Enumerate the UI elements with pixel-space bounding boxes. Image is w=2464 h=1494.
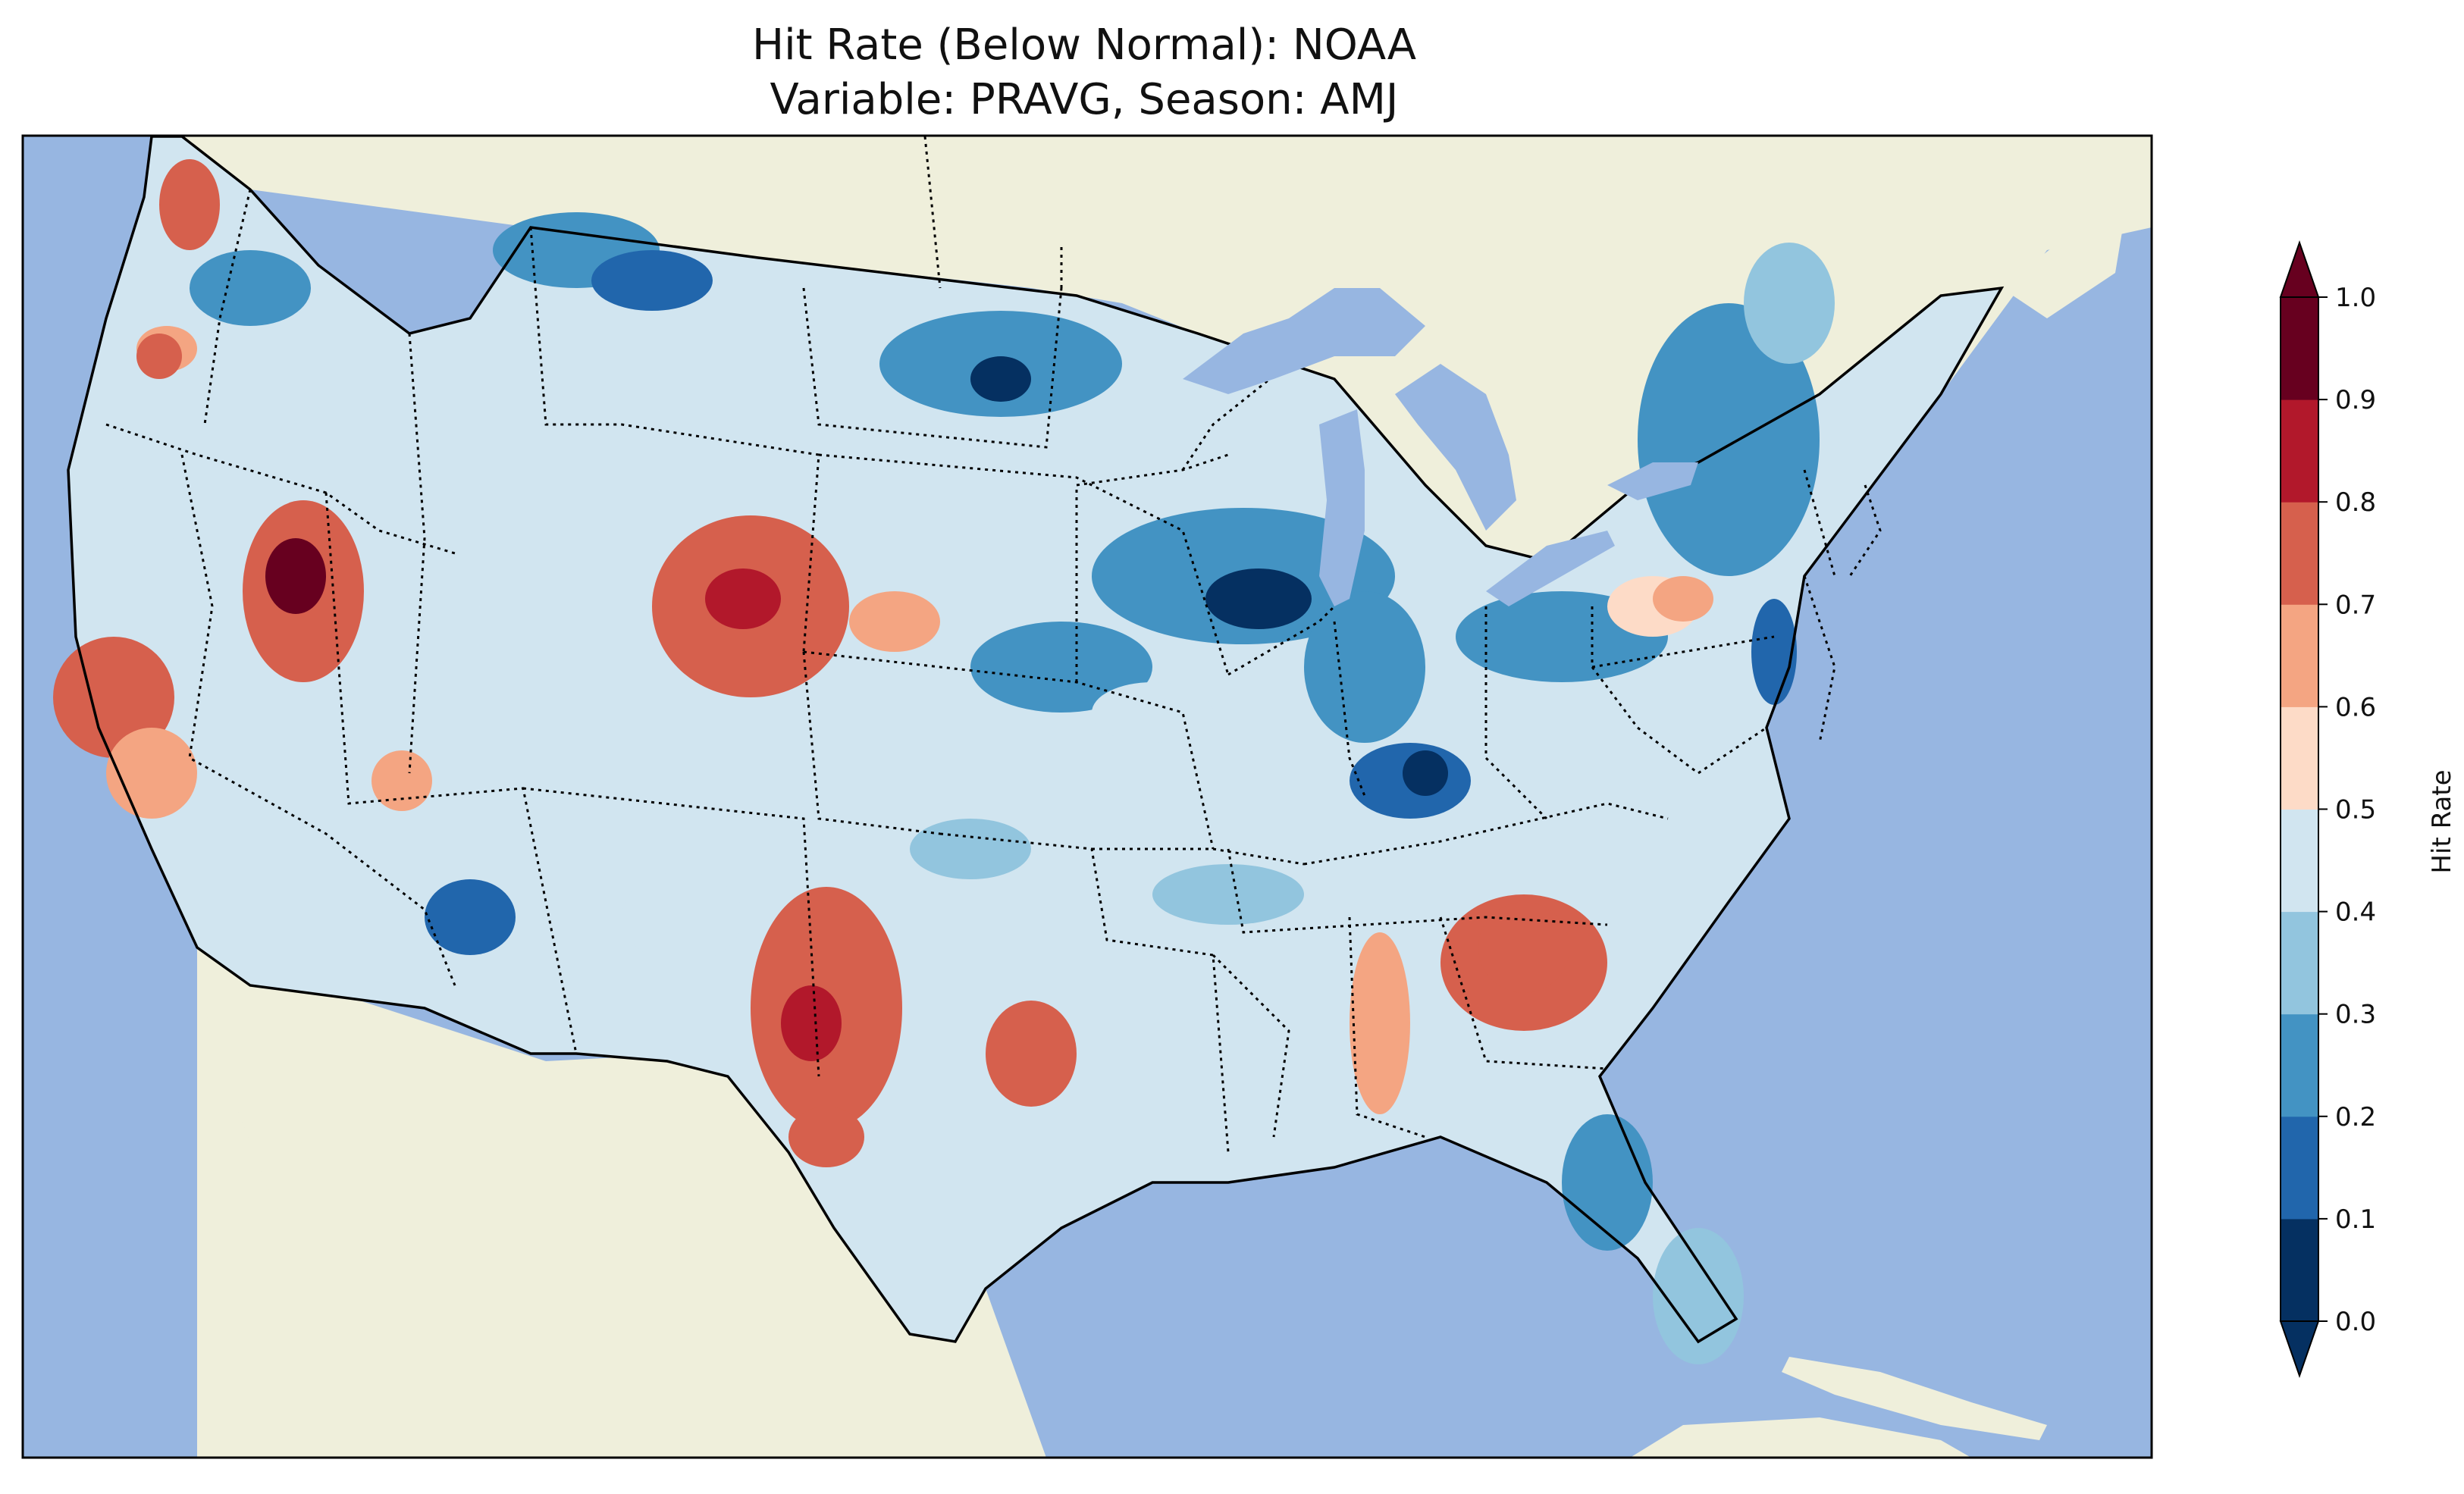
map-frame <box>21 134 2153 1459</box>
land-south-edge <box>1630 1417 1971 1458</box>
field-patch <box>1403 750 1448 796</box>
field-patch <box>1350 932 1410 1114</box>
field-patch <box>1653 576 1713 622</box>
colorbar-bin <box>2281 604 2318 707</box>
lake-ontario <box>1607 462 1698 500</box>
colorbar-tick-label: 0.5 <box>2335 795 2376 825</box>
field-patch <box>970 356 1031 402</box>
colorbar-bin <box>2281 502 2318 605</box>
field-patch <box>1205 568 1312 629</box>
colorbar-tick-label: 0.3 <box>2335 1000 2376 1030</box>
field-patch <box>1092 682 1213 743</box>
field-patch <box>1304 591 1425 743</box>
chart-title: Hit Rate (Below Normal): NOAA Variable: … <box>0 18 2168 127</box>
field-patch <box>591 250 713 311</box>
lake-michigan <box>1319 409 1365 606</box>
field-patch <box>99 485 190 546</box>
field-patch <box>190 250 311 326</box>
field-patch <box>425 879 516 955</box>
title-line-2: Variable: PRAVG, Season: AMJ <box>770 75 1399 124</box>
conus-coastline <box>67 136 2005 1344</box>
colorbar-bin <box>2281 297 2318 400</box>
field-patch <box>1478 902 1569 993</box>
land-baja-peninsula <box>197 947 425 1425</box>
colorbar-bin <box>2281 399 2318 503</box>
field-patch <box>705 568 781 629</box>
colorbar-tick-label: 0.0 <box>2335 1307 2376 1337</box>
colorbar-bin <box>2281 809 2318 913</box>
field-patch <box>136 334 182 379</box>
field-patch <box>986 1001 1077 1107</box>
colorbar-extend-over <box>2279 240 2320 298</box>
land-nova-scotia <box>2002 227 2123 318</box>
field-base <box>68 136 2002 1342</box>
title-line-1: Hit Rate (Below Normal): NOAA <box>751 20 1417 70</box>
field-patch <box>265 538 326 614</box>
field-patch <box>622 872 743 963</box>
colorbar-bin <box>2281 1013 2318 1117</box>
colorbar-bin <box>2281 911 2318 1015</box>
colorbar-bin <box>2281 1116 2318 1220</box>
field-patch <box>1653 1228 1744 1364</box>
field-patch <box>781 985 842 1061</box>
field-patch <box>849 591 940 652</box>
colorbar-tick-label: 0.2 <box>2335 1102 2376 1132</box>
colorbar-tick-label: 0.1 <box>2335 1204 2376 1235</box>
colorbar-tick-label: 0.9 <box>2335 385 2376 415</box>
field-patch <box>788 1107 864 1167</box>
colorbar-extend-under <box>2279 1320 2320 1379</box>
colorbar-bin <box>2281 706 2318 810</box>
lake-huron <box>1395 364 1516 531</box>
colorbar-tick-label: 0.8 <box>2335 487 2376 518</box>
colorbar-tick-label: 0.4 <box>2335 897 2376 928</box>
lake-erie <box>1486 531 1615 606</box>
colorbar-tick-label: 0.7 <box>2335 590 2376 620</box>
colorbar-tick-label: 1.0 <box>2335 283 2376 313</box>
colorbar-label: Hit Rate <box>2427 769 2457 873</box>
field-patch <box>371 750 432 811</box>
colorbar-bin <box>2281 1218 2318 1322</box>
field-patch <box>159 159 220 250</box>
field-patch <box>1152 864 1304 925</box>
field-patch <box>1744 243 1835 364</box>
land-cuba <box>1782 1357 2047 1440</box>
colorbar-tick-label: 0.6 <box>2335 692 2376 722</box>
state-boundaries <box>105 136 1882 1153</box>
lake-superior <box>1183 288 1425 394</box>
field-patch <box>1638 303 1820 576</box>
